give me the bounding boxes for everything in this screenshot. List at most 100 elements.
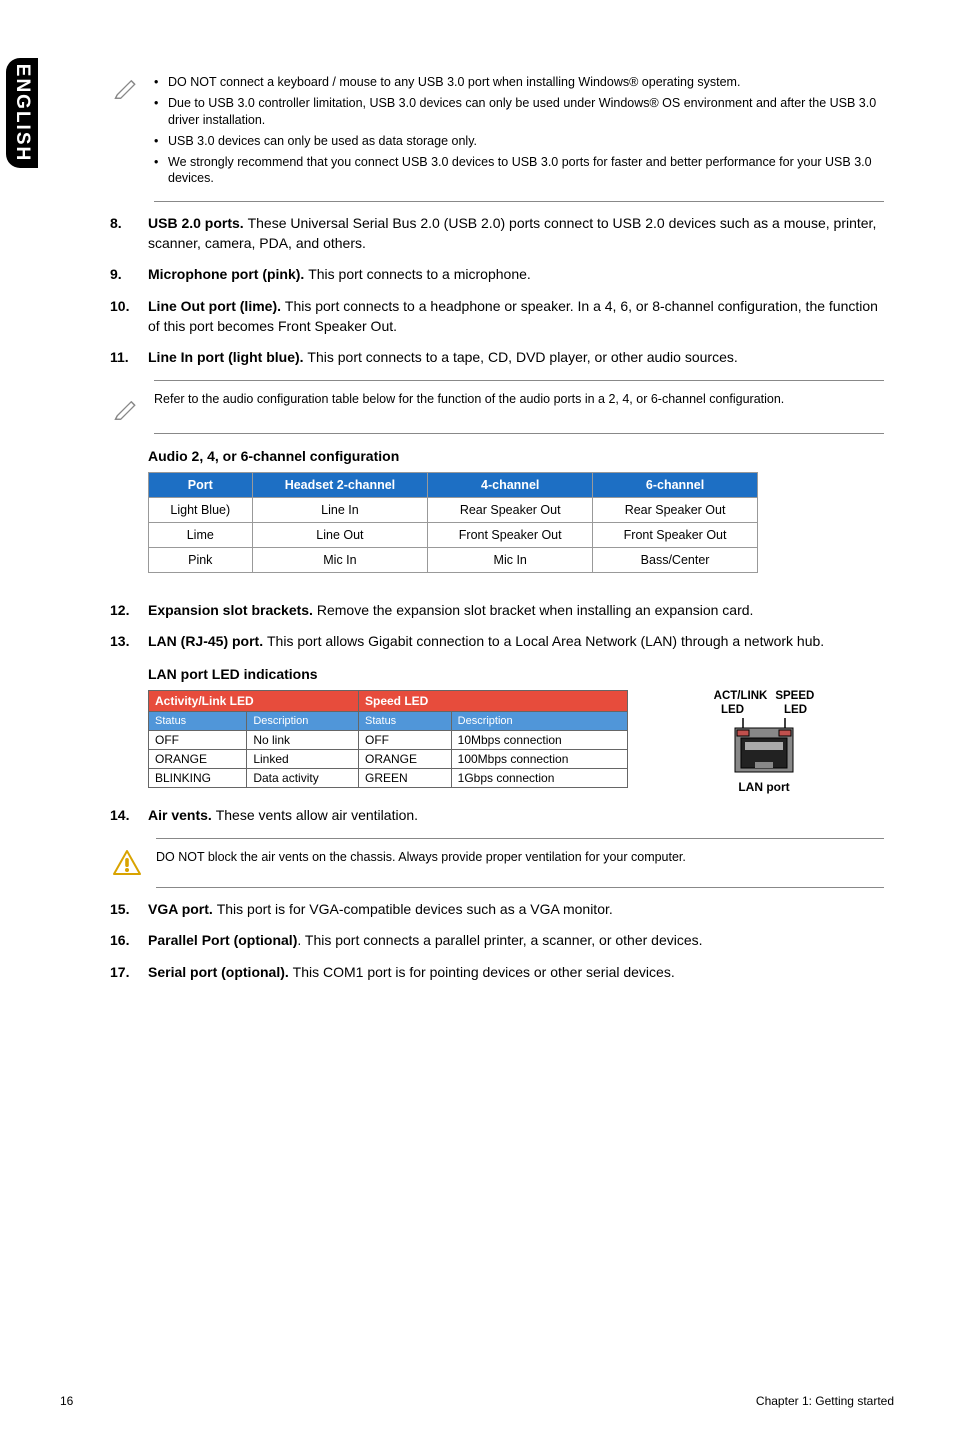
- divider: [156, 887, 884, 888]
- table-subheader: Status: [359, 712, 452, 731]
- item-label: Parallel Port (optional): [148, 932, 297, 948]
- note-item: Due to USB 3.0 controller limitation, US…: [154, 95, 884, 129]
- table-cell: GREEN: [359, 769, 452, 788]
- table-row: BLINKING Data activity GREEN 1Gbps conne…: [149, 769, 628, 788]
- table-cell: Linked: [247, 750, 359, 769]
- table-cell: 10Mbps connection: [451, 731, 627, 750]
- table-cell: Mic In: [252, 547, 428, 572]
- table-row: OFF No link OFF 10Mbps connection: [149, 731, 628, 750]
- list-item-14: 14. Air vents. These vents allow air ven…: [110, 806, 884, 826]
- item-text: . This port connects a parallel printer,…: [297, 932, 702, 948]
- list-item-12: 12. Expansion slot brackets. Remove the …: [110, 601, 884, 621]
- table-subheader: Description: [247, 712, 359, 731]
- item-number: 14.: [110, 806, 148, 826]
- divider: [154, 201, 884, 202]
- list-item-11: 11. Line In port (light blue). This port…: [110, 348, 884, 368]
- table-cell: ORANGE: [149, 750, 247, 769]
- item-number: 12.: [110, 601, 148, 621]
- table-header: 4-channel: [428, 472, 593, 497]
- table-cell: Rear Speaker Out: [428, 497, 593, 522]
- table-header: Headset 2-channel: [252, 472, 428, 497]
- item-text: This port allows Gigabit connection to a…: [267, 633, 824, 649]
- pencil-icon: [110, 70, 142, 102]
- item-number: 16.: [110, 931, 148, 951]
- note-block-audio: Refer to the audio configuration table b…: [110, 391, 884, 423]
- divider: [154, 380, 884, 381]
- item-label: Microphone port (pink).: [148, 266, 308, 282]
- rj45-icon: [729, 718, 799, 776]
- warning-block: DO NOT block the air vents on the chassi…: [110, 849, 884, 877]
- table-header: 6-channel: [593, 472, 758, 497]
- diagram-label: LED: [784, 704, 807, 716]
- list-item-15: 15. VGA port. This port is for VGA-compa…: [110, 900, 884, 920]
- item-label: Air vents.: [148, 807, 216, 823]
- table-subheader: Status: [149, 712, 247, 731]
- table-cell: Light Blue): [149, 497, 253, 522]
- table-cell: Front Speaker Out: [593, 522, 758, 547]
- note-item: We strongly recommend that you connect U…: [154, 154, 884, 188]
- item-text: This port connects to a microphone.: [308, 266, 531, 282]
- table-cell: OFF: [359, 731, 452, 750]
- lan-led-heading: LAN port LED indications: [148, 666, 884, 682]
- pencil-icon: [110, 391, 142, 423]
- list-item-8: 8. USB 2.0 ports. These Universal Serial…: [110, 214, 884, 253]
- table-header: Port: [149, 472, 253, 497]
- item-label: Line Out port (lime).: [148, 298, 285, 314]
- table-cell: Pink: [149, 547, 253, 572]
- warning-icon: [110, 849, 144, 877]
- item-number: 11.: [110, 348, 148, 368]
- table-cell: No link: [247, 731, 359, 750]
- item-number: 10.: [110, 297, 148, 336]
- table-cell: BLINKING: [149, 769, 247, 788]
- table-cell: 100Mbps connection: [451, 750, 627, 769]
- item-text: This port connects to a tape, CD, DVD pl…: [307, 349, 737, 365]
- item-number: 9.: [110, 265, 148, 285]
- diagram-label: ACT/LINK: [714, 690, 768, 702]
- item-text: Remove the expansion slot bracket when i…: [317, 602, 754, 618]
- item-text: This COM1 port is for pointing devices o…: [293, 964, 675, 980]
- table-cell: Mic In: [428, 547, 593, 572]
- table-row: ORANGE Linked ORANGE 100Mbps connection: [149, 750, 628, 769]
- item-text: These vents allow air ventilation.: [216, 807, 418, 823]
- list-item-9: 9. Microphone port (pink). This port con…: [110, 265, 884, 285]
- warning-text: DO NOT block the air vents on the chassi…: [156, 849, 884, 866]
- audio-config-heading: Audio 2, 4, or 6-channel configuration: [148, 448, 884, 464]
- table-row: Lime Line Out Front Speaker Out Front Sp…: [149, 522, 758, 547]
- item-label: USB 2.0 ports.: [148, 215, 248, 231]
- list-item-17: 17. Serial port (optional). This COM1 po…: [110, 963, 884, 983]
- diagram-label: SPEED: [775, 690, 814, 702]
- note-item: USB 3.0 devices can only be used as data…: [154, 133, 884, 150]
- table-row: Pink Mic In Mic In Bass/Center: [149, 547, 758, 572]
- audio-config-table: Port Headset 2-channel 4-channel 6-chann…: [148, 472, 758, 573]
- list-item-10: 10. Line Out port (lime). This port conn…: [110, 297, 884, 336]
- table-subheader: Description: [451, 712, 627, 731]
- table-header: Activity/Link LED: [149, 691, 359, 712]
- note-item: DO NOT connect a keyboard / mouse to any…: [154, 74, 884, 91]
- table-row: Light Blue) Line In Rear Speaker Out Rea…: [149, 497, 758, 522]
- item-label: Line In port (light blue).: [148, 349, 307, 365]
- chapter-title: Chapter 1: Getting started: [756, 1394, 894, 1408]
- item-number: 17.: [110, 963, 148, 983]
- item-label: Serial port (optional).: [148, 964, 293, 980]
- lan-led-table: Activity/Link LED Speed LED Status Descr…: [148, 690, 628, 788]
- table-cell: OFF: [149, 731, 247, 750]
- list-item-13: 13. LAN (RJ-45) port. This port allows G…: [110, 632, 884, 652]
- item-number: 8.: [110, 214, 148, 253]
- item-number: 15.: [110, 900, 148, 920]
- divider: [154, 433, 884, 434]
- item-text: These Universal Serial Bus 2.0 (USB 2.0)…: [148, 215, 876, 251]
- lan-port-diagram: ACT/LINK SPEED LED LED: [644, 690, 884, 794]
- page-number: 16: [60, 1394, 73, 1408]
- table-cell: Line Out: [252, 522, 428, 547]
- item-label: LAN (RJ-45) port.: [148, 633, 267, 649]
- divider: [156, 838, 884, 839]
- table-cell: Bass/Center: [593, 547, 758, 572]
- table-cell: Lime: [149, 522, 253, 547]
- table-cell: Data activity: [247, 769, 359, 788]
- diagram-label: LED: [721, 704, 744, 716]
- table-cell: ORANGE: [359, 750, 452, 769]
- list-item-16: 16. Parallel Port (optional). This port …: [110, 931, 884, 951]
- table-header: Speed LED: [359, 691, 628, 712]
- diagram-caption: LAN port: [738, 780, 789, 794]
- item-label: Expansion slot brackets.: [148, 602, 317, 618]
